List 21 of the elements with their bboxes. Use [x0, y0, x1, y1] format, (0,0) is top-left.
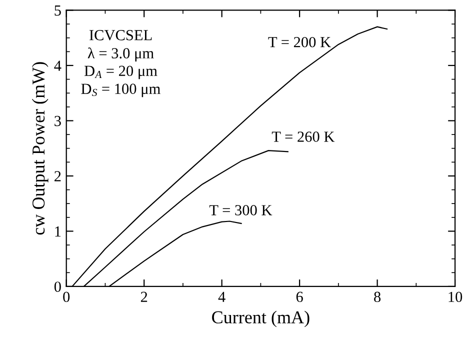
y-tick-label: 1: [55, 226, 61, 236]
x-tick-label: 10: [448, 292, 462, 302]
series-label: T = 200 K: [268, 36, 331, 48]
y-tick-label: 2: [54, 171, 61, 182]
x-tick-label: 6: [296, 292, 303, 302]
series-label: T = 300 K: [209, 205, 272, 216]
y-tick-label: 5: [54, 6, 61, 16]
annotation: λ = 3.0 μm: [88, 48, 154, 62]
x-tick-label: 4: [218, 292, 226, 302]
x-tick-label: 8: [374, 292, 381, 302]
annotation: D$_{S}$ = 100 μm: [81, 84, 160, 98]
series-label: T = 260 K: [272, 132, 335, 142]
annotation: D$_{A}$ = 20 μm: [84, 66, 158, 80]
y-tick-label: 4: [54, 60, 62, 71]
annotation: ICVCSEL: [89, 30, 152, 40]
x-tick-label: 2: [140, 292, 148, 302]
x-tick-label: 0: [63, 292, 70, 302]
y-tick-label: 3: [54, 116, 61, 126]
y-axis-title: cw Output Power (mW): [32, 62, 48, 235]
x-axis-title: Current (mA): [212, 310, 310, 328]
y-tick-label: 0: [54, 282, 61, 292]
